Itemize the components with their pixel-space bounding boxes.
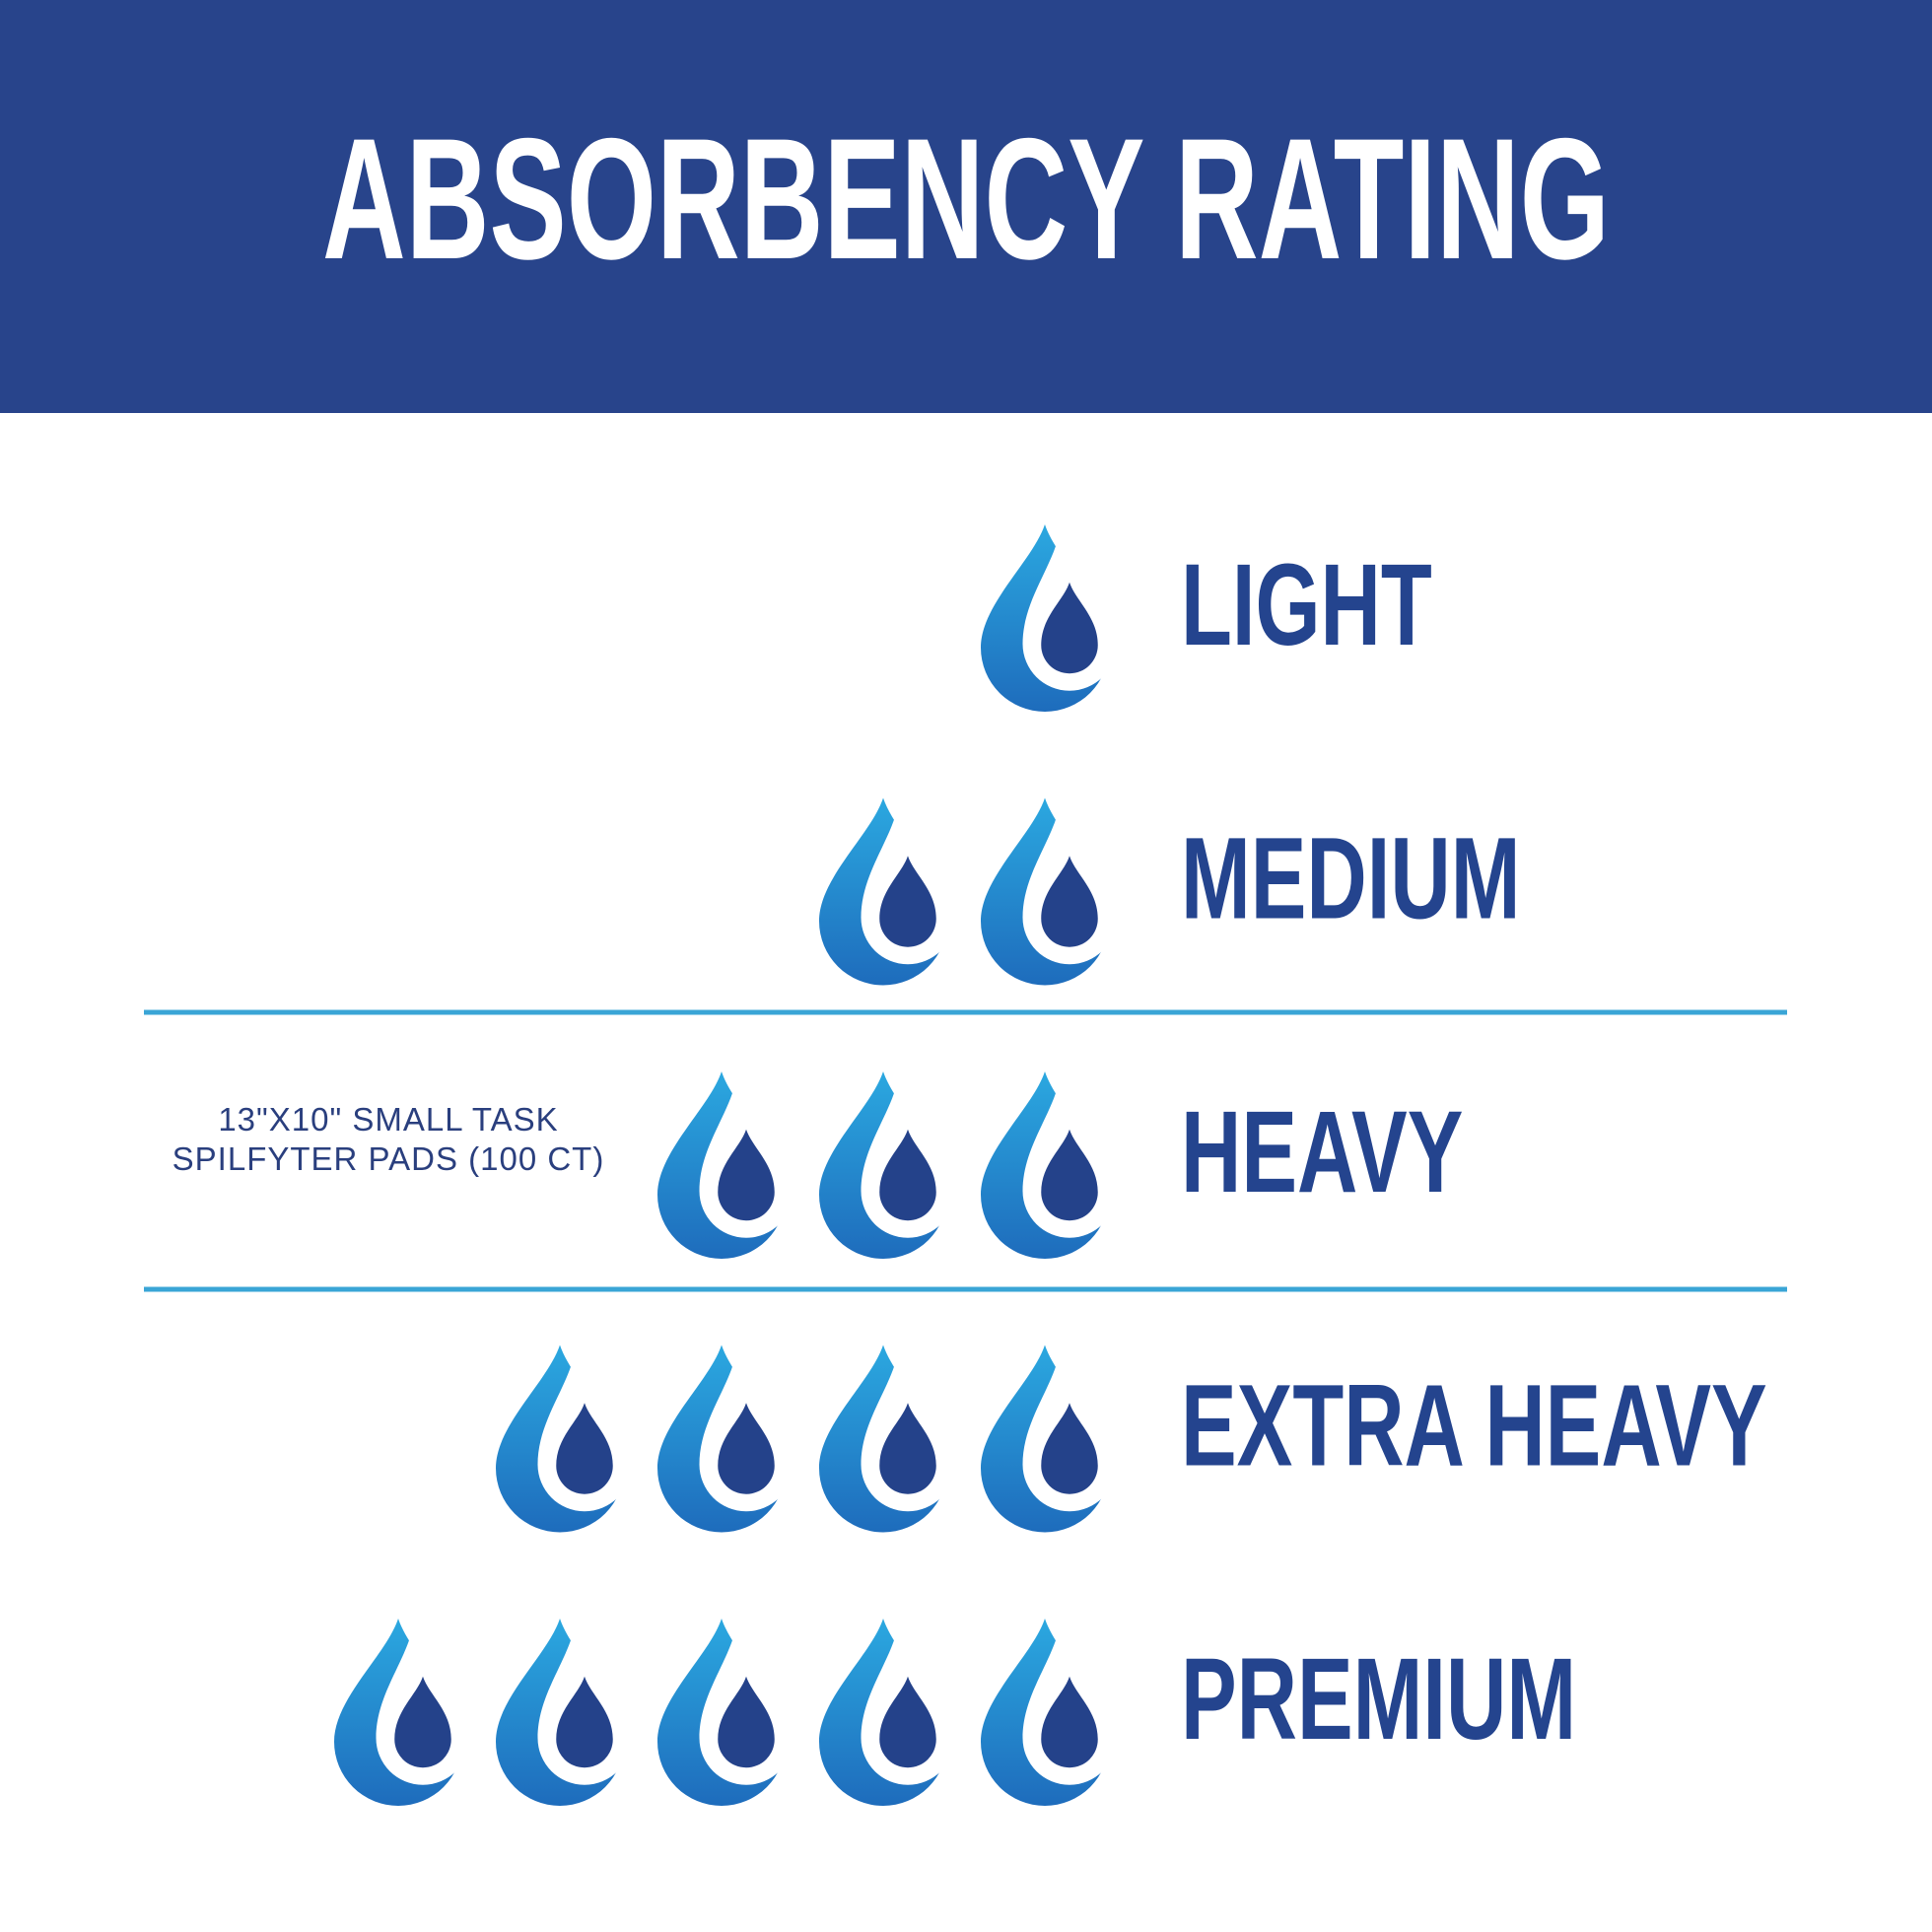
level-label: EXTRA HEAVY	[1181, 1360, 1767, 1490]
drop-icon	[657, 1071, 794, 1259]
drop-icon	[981, 1619, 1117, 1806]
level-label: PREMIUM	[1181, 1633, 1576, 1763]
drop-icon	[334, 1619, 470, 1806]
label-group: LIGHT	[1181, 539, 1432, 669]
drop-group	[819, 797, 1117, 986]
drop-icon	[981, 524, 1117, 712]
level-label: HEAVY	[1181, 1086, 1463, 1216]
drop-icon	[981, 797, 1117, 986]
drop-icon	[819, 1619, 955, 1806]
level-label: LIGHT	[1181, 539, 1432, 669]
drop-group	[981, 524, 1117, 712]
drop-group	[496, 1345, 1117, 1533]
drop-icon	[496, 1619, 632, 1806]
drop-icon	[496, 1345, 632, 1533]
drop-icon	[981, 1345, 1117, 1533]
drop-icon	[981, 1071, 1117, 1259]
label-group: EXTRA HEAVY	[1181, 1360, 1767, 1490]
drop-icon	[657, 1619, 794, 1806]
label-group: HEAVY	[1181, 1086, 1463, 1216]
level-label: MEDIUM	[1181, 813, 1520, 943]
drop-icon	[657, 1345, 794, 1533]
note-line: SPILFYTER PADS (100 CT)	[172, 1140, 605, 1177]
drop-group	[657, 1071, 1117, 1259]
title: ABSORBENCY RATING	[322, 104, 1610, 296]
drop-icon	[819, 1345, 955, 1533]
note-line: 13"X10" SMALL TASK	[218, 1101, 558, 1138]
drop-icon	[819, 1071, 955, 1259]
label-group: MEDIUM	[1181, 813, 1520, 943]
label-group: PREMIUM	[1181, 1633, 1576, 1763]
header-band	[0, 0, 1932, 413]
drop-icon	[819, 797, 955, 986]
drop-group	[334, 1619, 1117, 1806]
